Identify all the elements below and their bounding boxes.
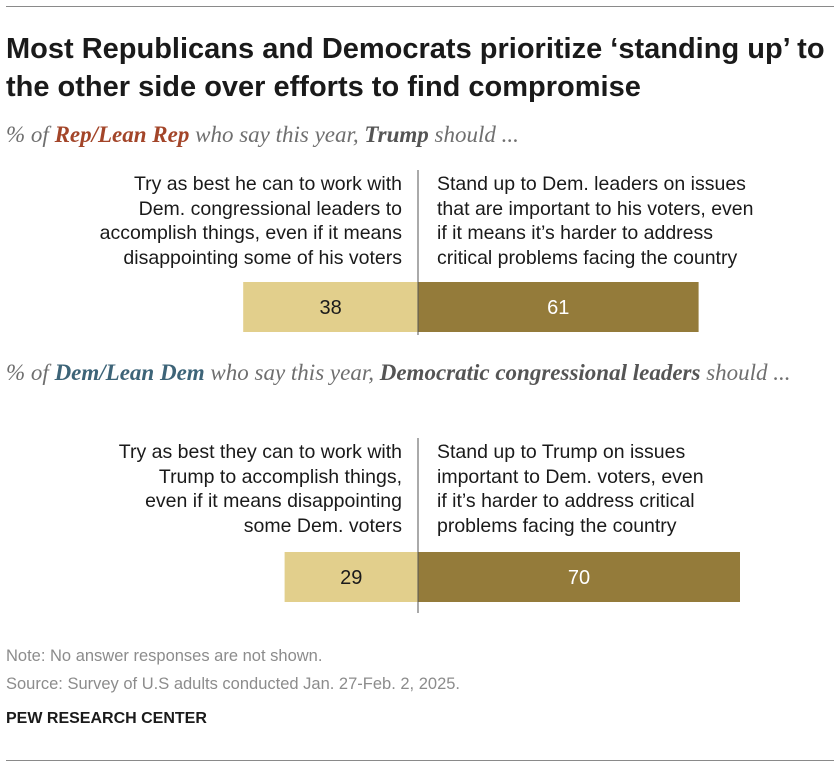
- pew-credit: PEW RESEARCH CENTER: [6, 710, 207, 727]
- bar-left-2: [284, 552, 418, 602]
- bar-left-label-1: 38: [319, 297, 341, 319]
- panel-1-subtitle: % of Rep/Lean Rep who say this year, Tru…: [6, 122, 519, 147]
- panel-2-actor: Democratic congressional leaders: [379, 360, 701, 385]
- panel-1-right-description: Stand up to Dem. leaders on issues that …: [437, 173, 754, 269]
- panel-1-actor: Trump: [364, 122, 429, 147]
- bar-right-label-1: 61: [547, 297, 569, 319]
- panel-2-subtitle: % of Dem/Lean Dem who say this year, Dem…: [6, 360, 791, 385]
- note-text: Note: No answer responses are not shown.: [6, 647, 323, 665]
- chart-title: Most Republicans and Democrats prioritiz…: [6, 33, 825, 103]
- source-text: Source: Survey of U.S adults conducted J…: [6, 675, 461, 693]
- panel-2-chart: 29 70: [284, 438, 740, 613]
- bar-right-label-2: 70: [568, 567, 590, 589]
- panel-2-left-description: Try as best they can to work with Trump …: [118, 441, 402, 537]
- bar-left-label-2: 29: [340, 567, 362, 589]
- panel-1-chart: 38 61: [243, 170, 699, 335]
- bar-right-2: [418, 552, 740, 602]
- top-rule: [6, 6, 834, 7]
- bar-left-1: [243, 282, 418, 332]
- panel-2-right-description: Stand up to Trump on issues important to…: [437, 441, 704, 537]
- bottom-rule: [6, 760, 834, 761]
- bar-right-1: [418, 282, 699, 332]
- panel-1-group: Rep/Lean Rep: [54, 122, 190, 147]
- panel-2-group: Dem/Lean Dem: [54, 360, 205, 385]
- panel-1-left-description: Try as best he can to work with Dem. con…: [99, 173, 402, 269]
